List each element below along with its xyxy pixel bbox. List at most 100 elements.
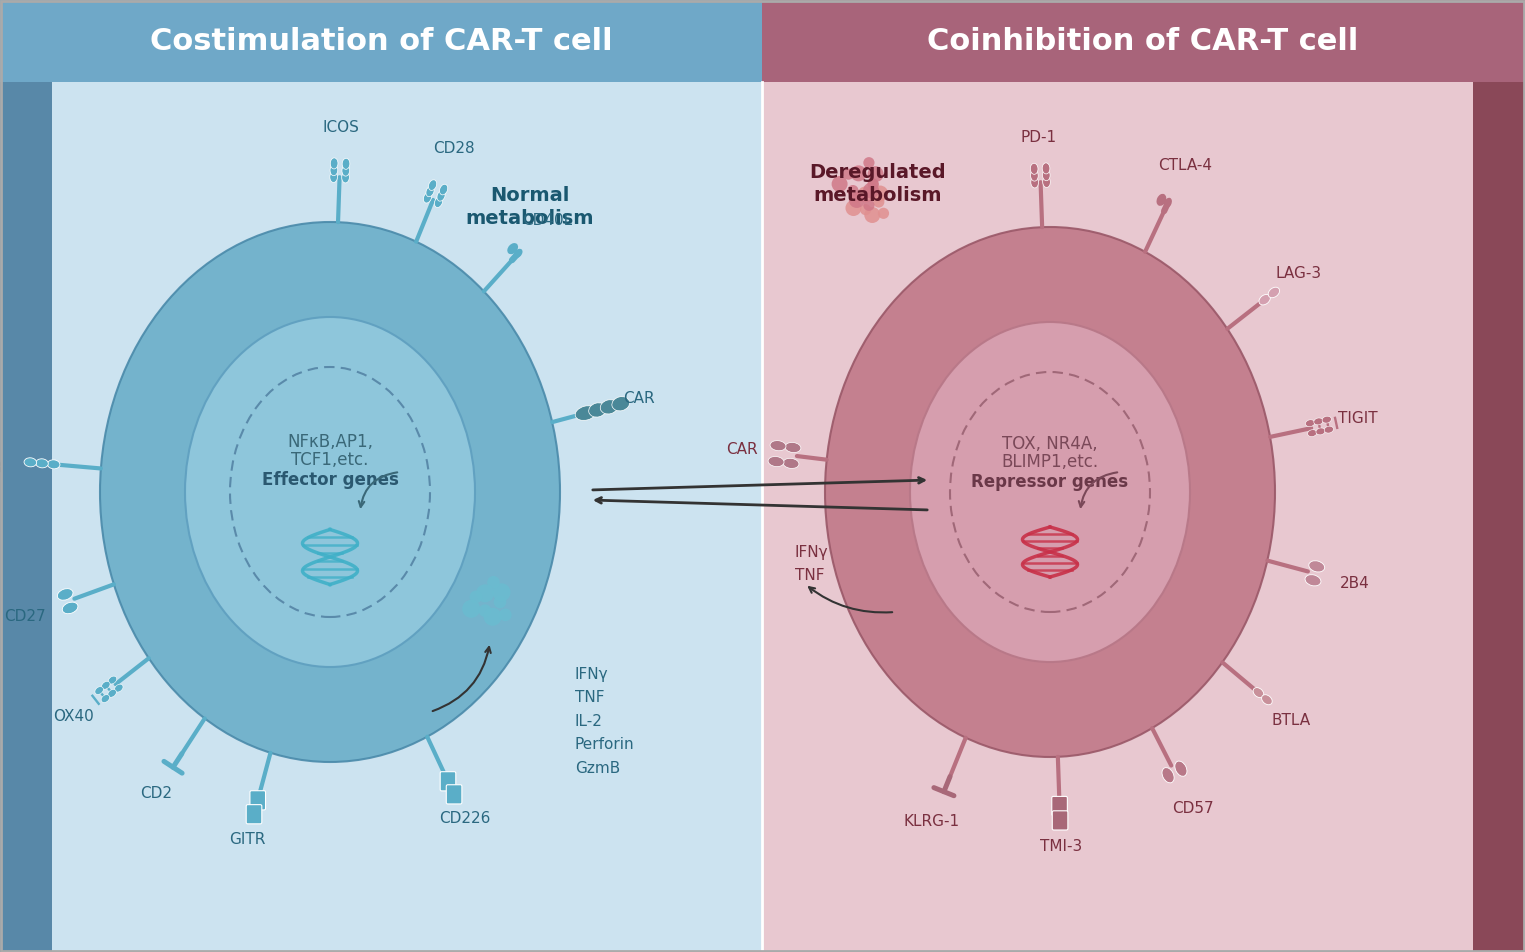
- Ellipse shape: [1305, 575, 1321, 585]
- Ellipse shape: [185, 317, 474, 667]
- Text: CD2: CD2: [140, 786, 172, 802]
- Ellipse shape: [910, 322, 1190, 662]
- Circle shape: [863, 157, 874, 169]
- Ellipse shape: [1315, 418, 1324, 425]
- Circle shape: [845, 200, 862, 216]
- Ellipse shape: [329, 165, 337, 176]
- Text: Costimulation of CAR-T cell: Costimulation of CAR-T cell: [149, 27, 613, 55]
- Text: BLIMP1,etc.: BLIMP1,etc.: [1002, 453, 1098, 471]
- Ellipse shape: [24, 458, 37, 466]
- Ellipse shape: [102, 682, 110, 689]
- Ellipse shape: [58, 588, 73, 600]
- Ellipse shape: [1043, 176, 1051, 188]
- Circle shape: [868, 167, 883, 182]
- Ellipse shape: [342, 165, 349, 176]
- Ellipse shape: [429, 180, 436, 190]
- Circle shape: [843, 169, 854, 180]
- Text: CD40L: CD40L: [523, 213, 572, 228]
- Text: CAR: CAR: [624, 391, 654, 407]
- Circle shape: [849, 192, 865, 208]
- Ellipse shape: [63, 603, 78, 614]
- Text: TOX, NR4A,: TOX, NR4A,: [1002, 435, 1098, 453]
- Text: CAR: CAR: [726, 442, 758, 457]
- Text: Deregulated
metabolism: Deregulated metabolism: [810, 163, 947, 206]
- Text: CTLA-4: CTLA-4: [1159, 158, 1212, 173]
- Ellipse shape: [1316, 428, 1325, 435]
- Ellipse shape: [1324, 426, 1333, 433]
- FancyBboxPatch shape: [250, 791, 265, 810]
- Bar: [762, 0, 1525, 952]
- Text: TIGIT: TIGIT: [1339, 410, 1379, 426]
- Ellipse shape: [435, 197, 442, 208]
- Circle shape: [476, 585, 494, 603]
- Ellipse shape: [1164, 198, 1171, 208]
- Ellipse shape: [612, 397, 630, 411]
- Ellipse shape: [1305, 420, 1315, 426]
- Ellipse shape: [35, 459, 49, 467]
- Text: CD226: CD226: [439, 811, 491, 825]
- Ellipse shape: [101, 695, 110, 703]
- Circle shape: [860, 204, 871, 215]
- Ellipse shape: [1174, 761, 1186, 776]
- Ellipse shape: [95, 686, 104, 694]
- Ellipse shape: [1156, 194, 1167, 206]
- Circle shape: [499, 608, 511, 621]
- Circle shape: [868, 179, 878, 190]
- Circle shape: [462, 600, 480, 618]
- Text: Effector genes: Effector genes: [262, 471, 398, 489]
- Text: 2B4: 2B4: [1339, 576, 1369, 591]
- Ellipse shape: [1261, 695, 1272, 704]
- Circle shape: [863, 183, 878, 199]
- Circle shape: [470, 590, 482, 604]
- FancyBboxPatch shape: [246, 804, 262, 823]
- Ellipse shape: [1307, 429, 1318, 437]
- Ellipse shape: [1042, 163, 1049, 174]
- FancyBboxPatch shape: [1052, 811, 1068, 830]
- Text: Repressor genes: Repressor genes: [971, 473, 1128, 491]
- Text: IFNγ
TNF
IL-2
Perforin
GzmB: IFNγ TNF IL-2 Perforin GzmB: [575, 667, 634, 776]
- Text: Normal
metabolism: Normal metabolism: [465, 186, 595, 228]
- Circle shape: [852, 192, 863, 203]
- Text: IFNγ
TNF: IFNγ TNF: [795, 545, 828, 584]
- Ellipse shape: [825, 227, 1275, 757]
- Text: TMI-3: TMI-3: [1040, 840, 1083, 854]
- Text: GITR: GITR: [229, 832, 265, 847]
- Ellipse shape: [514, 248, 523, 258]
- Circle shape: [863, 200, 874, 211]
- Text: CD57: CD57: [1173, 801, 1214, 816]
- Ellipse shape: [1308, 561, 1325, 572]
- Circle shape: [874, 196, 884, 208]
- Circle shape: [857, 187, 874, 203]
- Ellipse shape: [575, 406, 596, 421]
- Ellipse shape: [782, 458, 799, 468]
- Bar: [762, 0, 1525, 82]
- Ellipse shape: [108, 689, 116, 697]
- Text: ICOS: ICOS: [323, 120, 360, 135]
- Ellipse shape: [1254, 687, 1264, 698]
- Ellipse shape: [769, 457, 784, 466]
- Ellipse shape: [424, 192, 432, 203]
- FancyBboxPatch shape: [447, 784, 462, 803]
- Ellipse shape: [1162, 767, 1174, 783]
- Ellipse shape: [785, 443, 801, 452]
- Circle shape: [872, 186, 888, 202]
- Ellipse shape: [1031, 164, 1039, 174]
- Ellipse shape: [1260, 294, 1270, 305]
- Circle shape: [493, 584, 511, 602]
- Ellipse shape: [329, 171, 337, 183]
- Text: OX40: OX40: [53, 709, 95, 724]
- Circle shape: [848, 185, 859, 196]
- Circle shape: [494, 596, 506, 608]
- FancyBboxPatch shape: [441, 772, 456, 791]
- Ellipse shape: [342, 158, 349, 169]
- Bar: [0, 0, 762, 82]
- Ellipse shape: [508, 243, 518, 254]
- Text: LAG-3: LAG-3: [1275, 266, 1321, 281]
- Ellipse shape: [1031, 170, 1039, 181]
- Text: 4-1BB: 4-1BB: [0, 461, 3, 476]
- Text: NFκB,AP1,: NFκB,AP1,: [287, 433, 374, 451]
- Text: TCF1,etc.: TCF1,etc.: [291, 451, 369, 469]
- Circle shape: [851, 166, 866, 181]
- Ellipse shape: [1269, 288, 1279, 298]
- Circle shape: [486, 576, 500, 588]
